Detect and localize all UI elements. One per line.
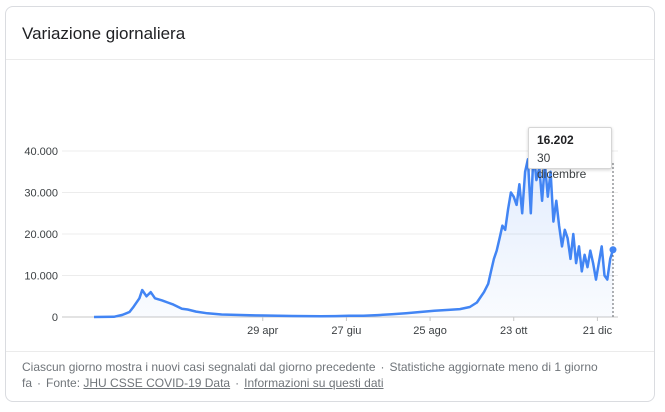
x-tick-label: 29 apr — [247, 325, 279, 337]
y-tick-label: 20.000 — [24, 229, 58, 241]
daily-variation-card: Variazione giornaliera 0 10.000 20.000 30.0… — [5, 6, 655, 402]
footer-updated: Statistiche aggiornate meno di 1 giorno … — [22, 360, 598, 390]
tooltip-value: 16.202 — [537, 133, 574, 147]
x-tick-label: 23 ott — [500, 325, 528, 337]
source-link[interactable]: JHU CSSE COVID-19 Data — [83, 376, 231, 390]
series-line — [93, 149, 615, 319]
footer-description: Ciascun giorno mostra i nuovi casi segna… — [22, 360, 376, 374]
hover-point[interactable] — [609, 246, 617, 254]
card-title: Variazione giornaliera — [22, 24, 186, 43]
daily-cases-chart[interactable]: 0 10.000 20.000 30.000 40.000 29 apr 27 giu 25… — [6, 7, 656, 403]
area-fill — [94, 151, 613, 317]
footer-divider — [6, 351, 654, 352]
title-divider — [6, 59, 654, 60]
footer-source-label: Fonte: — [46, 376, 81, 390]
y-tick-label: 40.000 — [24, 146, 58, 158]
x-tick-label: 25 ago — [413, 325, 447, 337]
tooltip: 16.202 30 dicembre — [528, 127, 612, 181]
y-tick-label: 10.000 — [24, 271, 58, 283]
tooltip-date: 30 dicembre — [537, 151, 587, 181]
y-tick-label: 30.000 — [24, 188, 58, 200]
info-link[interactable]: Informazioni su questi dati — [244, 376, 384, 390]
x-tick-label: 27 giu — [331, 325, 361, 337]
x-tick-label: 21 dic — [583, 325, 613, 337]
footer: Ciascun giorno mostra i nuovi casi segna… — [22, 360, 598, 390]
y-tick-label: 0 — [52, 312, 58, 324]
